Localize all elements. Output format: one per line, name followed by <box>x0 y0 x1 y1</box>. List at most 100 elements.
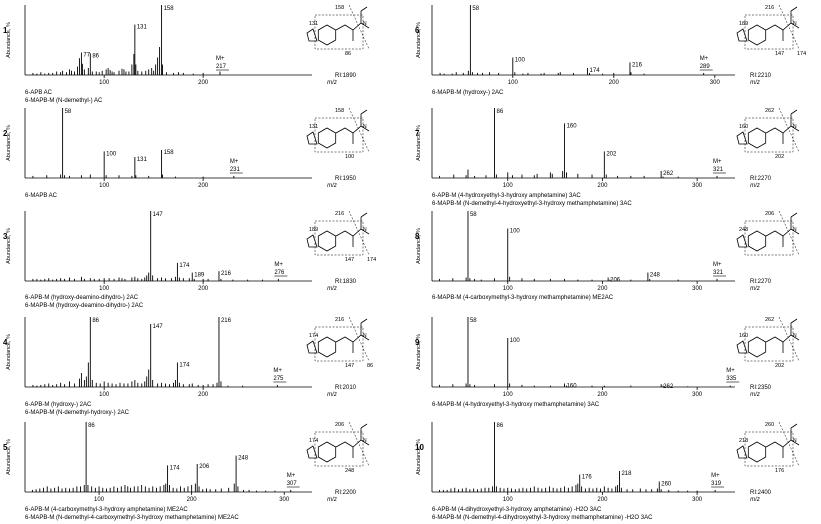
nitrogen-atom-label: N <box>793 21 797 27</box>
molecular-ion-label: M+ <box>273 368 282 374</box>
acetyl-bond <box>360 318 368 324</box>
x-tick-label: 100 <box>508 80 519 86</box>
y-axis-label: Abundance, % <box>416 22 422 58</box>
peak-label: 158 <box>164 6 175 12</box>
furan-ring-shape <box>306 131 318 145</box>
fragment-mass-label: 174 <box>309 333 318 339</box>
compound-caption: 6-MAPB-M (N-demethyl-4-hydroxyethyl-3-hy… <box>432 201 632 207</box>
panel-number: 2 <box>3 129 8 138</box>
peak-label: 218 <box>621 471 632 477</box>
retention-index: RI:1950 <box>335 176 357 182</box>
furan-ring-shape <box>306 445 318 459</box>
compound-caption: 6-MAPB AC <box>25 193 58 199</box>
retention-index: RI:2350 <box>750 385 772 391</box>
x-axis-label: m/z <box>327 497 337 503</box>
peak-label: 160 <box>567 123 578 129</box>
x-tick-label: 100 <box>99 80 110 86</box>
compound-caption: 6-MAPB-M (4-hydroxyethyl-3-hydroxy metha… <box>432 402 600 408</box>
x-axis-label: m/z <box>750 80 760 86</box>
x-tick-label: 200 <box>198 392 209 398</box>
molecular-ion-mass: 275 <box>273 376 284 382</box>
fragment-mass-label: 100 <box>345 154 354 160</box>
panel-number: 3 <box>3 232 8 241</box>
molecular-ion-mass: 217 <box>216 64 227 70</box>
molecular-ion-label: M+ <box>713 262 722 268</box>
fragment-box-shape <box>314 220 364 256</box>
peak-label: 216 <box>632 62 643 68</box>
peak-label: 131 <box>137 157 148 163</box>
peak-label: 100 <box>510 338 521 344</box>
molecular-ion-mass: 276 <box>274 270 285 276</box>
fragment-cleavage-line <box>778 107 800 153</box>
molecular-ion-label: M+ <box>230 159 239 165</box>
x-tick-label: 100 <box>503 183 514 189</box>
x-tick-label: 200 <box>198 80 209 86</box>
fragment-mass-label: 206 <box>765 211 774 217</box>
acetyl-bond <box>360 423 368 429</box>
fragment-cleavage-line <box>778 4 800 50</box>
molecular-ion-label: M+ <box>726 368 735 374</box>
peak-label: 86 <box>88 423 95 429</box>
fragment-cleavage-line <box>778 421 800 467</box>
x-axis-label: m/z <box>327 286 337 292</box>
x-tick-label: 300 <box>692 183 703 189</box>
compound-caption: 6-MAPB-M (hydroxy-deamino-dihydro-) 2AC <box>25 303 144 309</box>
peak-label: 189 <box>194 273 205 279</box>
x-tick-label: 200 <box>597 286 608 292</box>
retention-index: RI:2010 <box>335 385 357 391</box>
molecular-ion-label: M+ <box>700 56 709 62</box>
fragment-mass-label: 158 <box>335 5 344 11</box>
peak-label: 158 <box>164 150 175 156</box>
fragment-cleavage-line <box>348 4 370 50</box>
fragment-mass-label: 218 <box>739 438 748 444</box>
y-axis-label: Abundance, % <box>6 439 12 475</box>
nitrogen-atom-label: N <box>363 124 367 130</box>
compound-caption: 6-MAPB-M (4-carboxymethyl-3-hydroxy meth… <box>432 295 614 301</box>
retention-index: RI:1830 <box>335 279 357 285</box>
panel-number: 10 <box>415 443 424 452</box>
fragment-mass-label: 174 <box>367 257 376 263</box>
retention-index: RI:2400 <box>750 490 772 496</box>
fragment-box-shape <box>314 117 364 153</box>
molecular-ion-mass: 321 <box>713 167 724 173</box>
furan-ring-shape <box>736 445 748 459</box>
nitrogen-atom-label: N <box>363 438 367 444</box>
fragment-mass-label: 189 <box>309 227 318 233</box>
benzene-ring-shape <box>317 441 337 463</box>
fragment-mass-label: 206 <box>335 422 344 428</box>
x-tick-label: 200 <box>609 80 620 86</box>
benzene-ring-shape <box>747 336 767 358</box>
retention-index: RI:2270 <box>750 176 772 182</box>
panel-number: 1 <box>3 26 8 35</box>
fragment-mass-label: 202 <box>775 154 784 160</box>
peak-label: 58 <box>472 6 479 12</box>
molecular-ion-mass: 321 <box>713 270 724 276</box>
nitrogen-atom-label: N <box>793 227 797 233</box>
fragment-mass-label: 189 <box>739 21 748 27</box>
molecular-ion-mass: 307 <box>287 481 298 487</box>
peak-label: 216 <box>221 271 232 277</box>
peak-label: 174 <box>170 465 181 471</box>
x-tick-label: 100 <box>99 286 110 292</box>
y-axis-label: Abundance, % <box>6 334 12 370</box>
fragment-box-shape <box>744 326 794 362</box>
peak-label: 262 <box>663 171 674 177</box>
acetyl-bond <box>360 6 368 12</box>
benzene-ring-shape <box>317 336 337 358</box>
peak-label: 206 <box>610 278 621 284</box>
x-tick-label: 100 <box>99 392 110 398</box>
peak-label: 147 <box>153 324 164 330</box>
acetyl-bond <box>790 109 798 115</box>
nitrogen-atom-label: N <box>363 227 367 233</box>
compound-caption: 6-MAPB-M (N-demethyl-hydroxy-) 2AC <box>25 410 130 416</box>
fragment-mass-label: 248 <box>345 468 354 474</box>
fragment-mass-label: 86 <box>345 51 351 57</box>
x-tick-label: 100 <box>503 497 514 503</box>
peak-label: 216 <box>221 318 232 324</box>
x-tick-label: 300 <box>692 497 703 503</box>
